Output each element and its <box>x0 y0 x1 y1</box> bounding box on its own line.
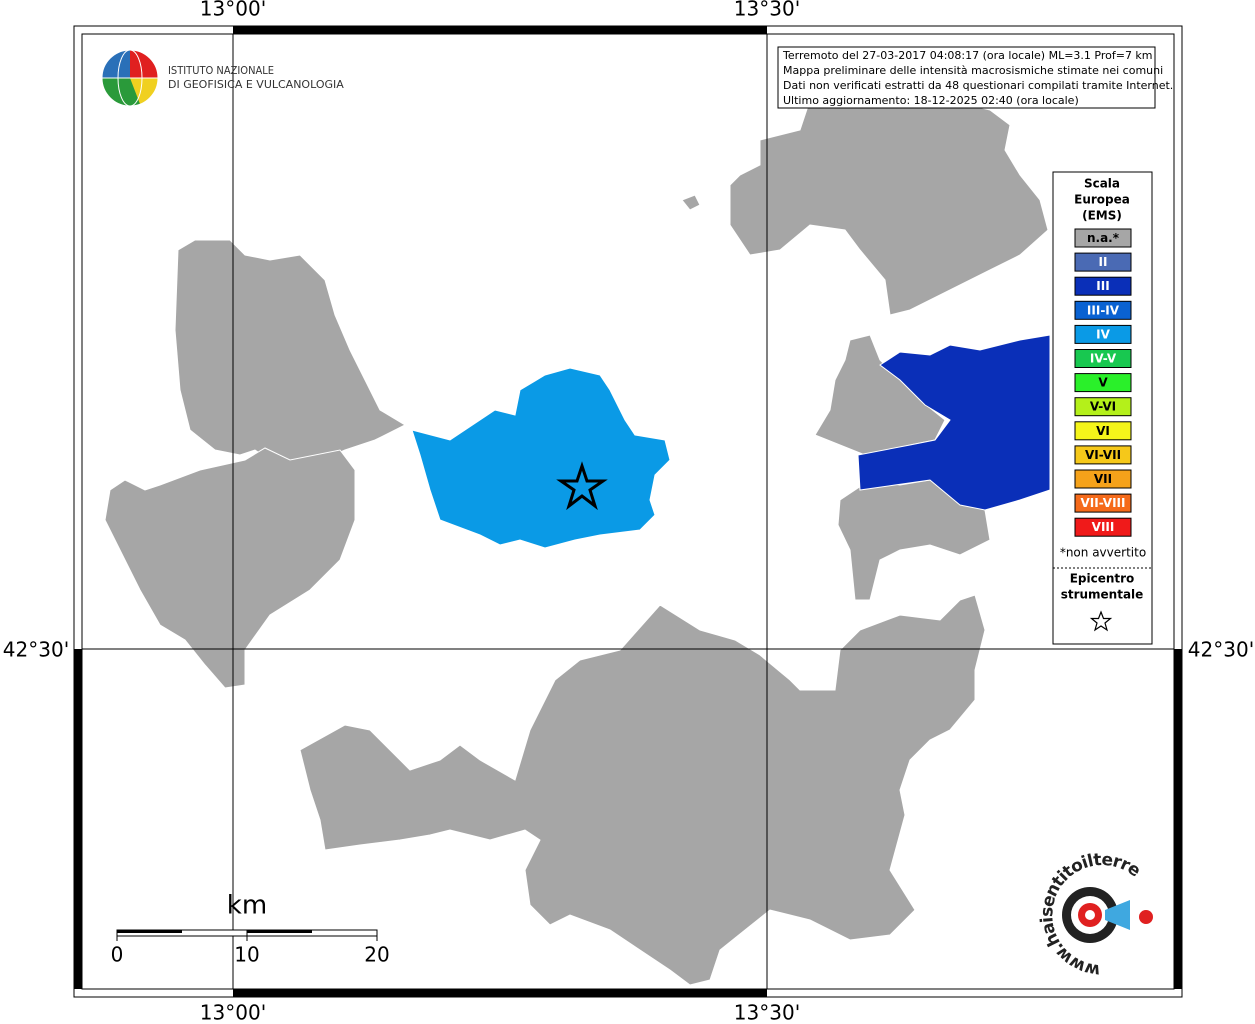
info-line: Ultimo aggiornamento: 18-12-2025 02:40 (… <box>783 94 1079 107</box>
lon-label: 13°00' <box>200 0 266 21</box>
legend-label: VI <box>1096 424 1110 438</box>
legend-label: VII <box>1094 472 1112 486</box>
legend-title: Europea <box>1074 193 1130 207</box>
site-logo <box>1062 887 1153 943</box>
legend-label: IV-V <box>1090 352 1117 366</box>
scale-segment <box>117 930 182 933</box>
legend-note: *non avvertito <box>1060 546 1146 560</box>
legend-swatch <box>1074 517 1132 537</box>
institute-name: ISTITUTO NAZIONALE <box>168 64 274 77</box>
legend-swatch <box>1074 349 1132 368</box>
info-line: Terremoto del 27-03-2017 04:08:17 (ora l… <box>782 49 1153 62</box>
frame-tick <box>233 26 767 34</box>
legend-swatch <box>1074 252 1132 272</box>
scale-label: 10 <box>234 943 259 967</box>
municipality-iv <box>411 367 671 549</box>
legend-label: VIII <box>1092 520 1115 534</box>
epicenter-star <box>556 461 608 511</box>
legend-star <box>1089 610 1113 632</box>
legend-label: IV <box>1096 327 1110 341</box>
municipality <box>681 194 701 211</box>
legend-label: V-VI <box>1090 400 1116 414</box>
legend-swatch <box>1074 300 1132 320</box>
legend-label: VII-VIII <box>1080 496 1125 510</box>
lon-label: 13°30' <box>734 1001 800 1024</box>
info-line: Mappa preliminare delle intensità macros… <box>783 64 1163 77</box>
info-line: Dati non verificati estratti da 48 quest… <box>783 79 1173 92</box>
legend-swatch <box>1074 469 1132 489</box>
info-box <box>777 46 1156 109</box>
scale-unit: km <box>227 891 267 921</box>
municipality-iii <box>857 334 1051 511</box>
lon-label: 13°00' <box>200 1001 266 1024</box>
legend-swatch <box>1074 445 1132 465</box>
municipalities <box>104 79 1051 986</box>
legend: ScalaEuropea(EMS)n.a.*IIIIIIII-IVIVIV-VV… <box>1060 177 1146 602</box>
scale-label: 20 <box>364 943 389 967</box>
ingv-logo <box>101 49 159 107</box>
municipality <box>299 594 986 986</box>
frame-tick <box>74 649 82 989</box>
municipality <box>104 447 356 689</box>
frame-tick <box>1174 649 1182 989</box>
scale-label: 0 <box>111 943 124 967</box>
legend-label: III-IV <box>1087 303 1120 317</box>
legend-swatch <box>1074 397 1132 417</box>
scale-segment <box>247 930 312 933</box>
legend-label: V <box>1098 376 1108 390</box>
legend-title: (EMS) <box>1082 209 1122 223</box>
legend-label: VI-VII <box>1085 448 1121 462</box>
legend-swatch <box>1074 276 1132 296</box>
legend-epicenter: strumentale <box>1061 588 1144 602</box>
legend-swatch <box>1074 493 1132 513</box>
frame-tick <box>233 989 767 997</box>
legend-title: Scala <box>1084 177 1120 191</box>
scale-bar: km 0 10 20 <box>111 891 390 967</box>
lat-label: 42°30' <box>3 638 69 662</box>
legend-epicenter: Epicentro <box>1070 572 1135 586</box>
legend-swatch <box>1074 324 1132 344</box>
legend-swatch <box>1074 373 1132 393</box>
legend-swatch <box>1074 421 1132 441</box>
legend-label: II <box>1099 255 1108 269</box>
legend-label: III <box>1096 279 1109 293</box>
lon-label: 13°30' <box>734 0 800 21</box>
lat-label: 42°30' <box>1188 638 1254 662</box>
legend-swatch <box>1074 228 1132 248</box>
institute-name: DI GEOFISICA E VULCANOLOGIA <box>168 78 344 91</box>
legend-label: n.a.* <box>1087 231 1120 245</box>
